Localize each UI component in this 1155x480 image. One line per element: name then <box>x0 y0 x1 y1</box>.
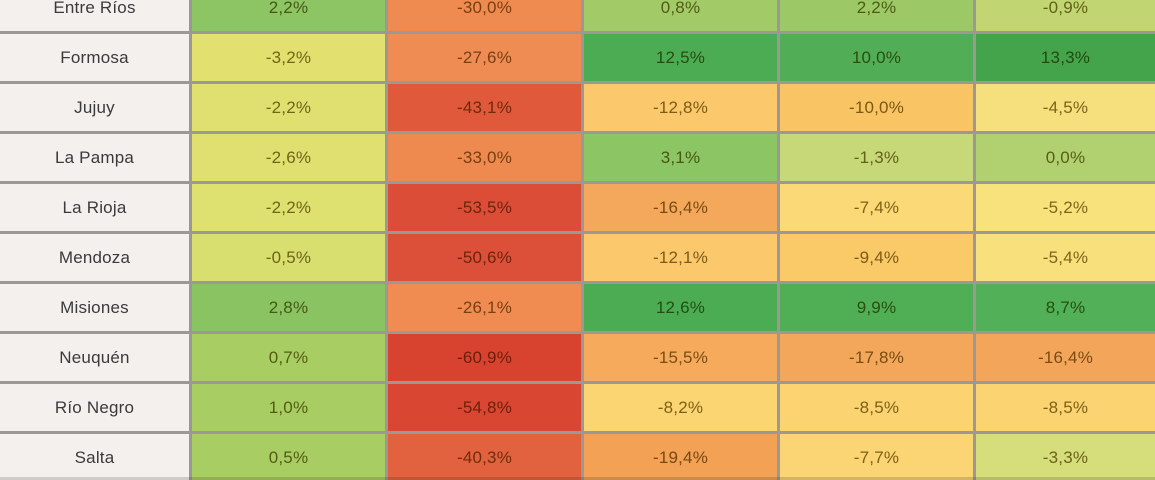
row-header-cell: Salta <box>0 434 189 480</box>
heatmap-cell: -33,0% <box>388 134 581 181</box>
row-header-cell: Misiones <box>0 284 189 331</box>
heatmap-cell: -16,4% <box>584 184 777 231</box>
heatmap-cell: -16,4% <box>976 334 1155 381</box>
row-header-cell: La Pampa <box>0 134 189 181</box>
heatmap-cell: 2,2% <box>192 0 385 31</box>
heatmap-cell: 12,6% <box>584 284 777 331</box>
row-header-cell: Mendoza <box>0 234 189 281</box>
heatmap-cell: -2,2% <box>192 84 385 131</box>
heatmap-cell: -0,5% <box>192 234 385 281</box>
heatmap-cell: -43,1% <box>388 84 581 131</box>
heatmap-cell: 12,5% <box>584 34 777 81</box>
heatmap-cell: -17,8% <box>780 334 973 381</box>
heatmap-cell: -4,5% <box>976 84 1155 131</box>
heatmap-cell: 13,3% <box>976 34 1155 81</box>
heatmap-cell: 0,8% <box>584 0 777 31</box>
heatmap-cell: -3,3% <box>976 434 1155 480</box>
heatmap-cell: -10,0% <box>780 84 973 131</box>
heatmap-cell: -19,4% <box>584 434 777 480</box>
row-header-cell: Neuquén <box>0 334 189 381</box>
row-header-cell: Entre Ríos <box>0 0 189 31</box>
heatmap-cell: -8,5% <box>976 384 1155 431</box>
row-header-cell: Jujuy <box>0 84 189 131</box>
heatmap-cell: -12,8% <box>584 84 777 131</box>
heatmap-cell: -54,8% <box>388 384 581 431</box>
heatmap-cell: 2,2% <box>780 0 973 31</box>
heatmap-cell: -2,6% <box>192 134 385 181</box>
heatmap-cell: -40,3% <box>388 434 581 480</box>
heatmap-cell: -15,5% <box>584 334 777 381</box>
heatmap-cell: -7,7% <box>780 434 973 480</box>
heatmap-cell: -8,2% <box>584 384 777 431</box>
heatmap-cell: 10,0% <box>780 34 973 81</box>
heatmap-cell: -5,2% <box>976 184 1155 231</box>
row-header-cell: Formosa <box>0 34 189 81</box>
heatmap-cell: -27,6% <box>388 34 581 81</box>
heatmap-cell: -9,4% <box>780 234 973 281</box>
heatmap-cell: -0,9% <box>976 0 1155 31</box>
heatmap-cell: -53,5% <box>388 184 581 231</box>
heatmap-cell: -12,1% <box>584 234 777 281</box>
heatmap-cell: 2,8% <box>192 284 385 331</box>
heatmap-cell: -50,6% <box>388 234 581 281</box>
heatmap-cell: 0,5% <box>192 434 385 480</box>
heatmap-cell: 3,1% <box>584 134 777 181</box>
heatmap-cell: 1,0% <box>192 384 385 431</box>
heatmap-cell: -8,5% <box>780 384 973 431</box>
heatmap-cell: 9,9% <box>780 284 973 331</box>
heatmap-cell: 0,0% <box>976 134 1155 181</box>
heatmap-cell: -5,4% <box>976 234 1155 281</box>
heatmap-cell: -26,1% <box>388 284 581 331</box>
heatmap-cell: -30,0% <box>388 0 581 31</box>
heatmap-cell: -1,3% <box>780 134 973 181</box>
row-header-cell: La Rioja <box>0 184 189 231</box>
heatmap-cell: 0,7% <box>192 334 385 381</box>
heatmap-cell: -60,9% <box>388 334 581 381</box>
heatmap-cell: -3,2% <box>192 34 385 81</box>
row-header-cell: Río Negro <box>0 384 189 431</box>
heatmap-cell: -7,4% <box>780 184 973 231</box>
heatmap-cell: -2,2% <box>192 184 385 231</box>
heatmap-cell: 8,7% <box>976 284 1155 331</box>
